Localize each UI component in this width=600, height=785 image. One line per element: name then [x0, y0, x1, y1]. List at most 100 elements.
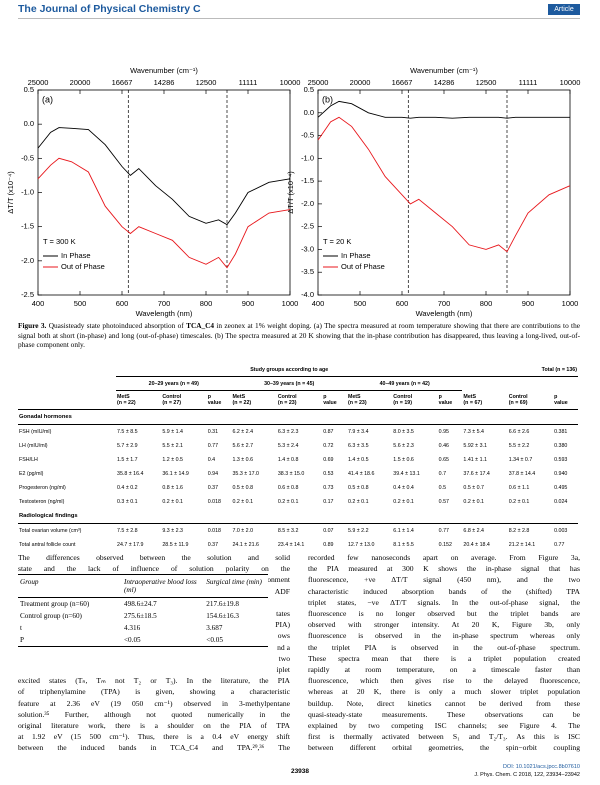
table-cell: 5.3 ± 2.4 [277, 443, 299, 449]
table-cell: FSH/LH [19, 457, 38, 463]
table-cell: 0.7 [438, 471, 447, 477]
footer-ref: DOI: 10.1021/acs.jpcc.8b07610 J. Phys. Ch… [474, 764, 580, 779]
table-cell: 8.2 ± 2.8 [508, 528, 530, 534]
text-line: whereas at 20 K, there is only a much sl… [308, 687, 580, 697]
table-cell: 0.77 [207, 443, 219, 449]
x2-tick-label: 14286 [154, 78, 175, 87]
text-line: solution.³⁵ Further, although not quoted… [18, 709, 290, 719]
table-cell: MetS (n = 22) [116, 391, 161, 410]
table-cell: Progesteron (ng/ml) [19, 485, 66, 491]
table-cell: p value [322, 391, 347, 410]
table-cell: 24.7 ± 17.9 [117, 542, 144, 548]
table-cell: 1.3 ± 0.6 [232, 457, 254, 463]
x2-tick-label: 12500 [196, 78, 217, 87]
text-line: recorded few nanoseconds apart on averag… [308, 553, 580, 562]
text-line: the PIA measured at 300 K shows the in-p… [308, 564, 580, 574]
table-cell: 0.94 [207, 471, 219, 477]
doi[interactable]: DOI: 10.1021/acs.jpcc.8b07610 [502, 764, 580, 770]
column-header: Control [162, 394, 182, 400]
caption: Figure 3. Quasisteady state photoinduced… [18, 321, 580, 350]
column-header: Control [508, 393, 528, 400]
x-axis-title: Wavelength (nm) [136, 309, 193, 318]
data-table: Study groups according to age Total (n = … [18, 363, 578, 552]
table-cell: Treatment group (n=60) [20, 600, 90, 608]
column-header: value [438, 400, 453, 406]
table-cell: 0.8 ± 1.6 [162, 485, 183, 491]
column-header: MetS [232, 394, 246, 400]
caption-text: Quasisteady state photoinduced absorptio… [46, 321, 187, 330]
table-cell: 0.2 ± 0.1 [232, 499, 254, 505]
table-cell: 8.5 ± 3.2 [277, 528, 299, 534]
legend-label: In Phase [341, 251, 371, 260]
table-cell: 0.53 [323, 471, 334, 477]
x-tick-label: 900 [522, 299, 535, 308]
text-line: of triphenylamine (TPA) is given, showin… [18, 687, 290, 697]
table-cell: 0.3 ± 0.1 [117, 499, 138, 505]
y-tick-label: -3.0 [301, 244, 314, 253]
table-cell: 35.3 ± 17.0 [232, 471, 259, 477]
table-cell: 0.2 ± 0.1 [277, 499, 299, 505]
table-cell: 5.9 ± 2.2 [347, 528, 369, 534]
table-cell: p value [553, 391, 578, 410]
table-cell [18, 377, 116, 391]
column-header: value [554, 399, 568, 406]
table-cell: 0.5 ± 0.7 [463, 485, 484, 491]
text-line: explained by two competing ISC channels;… [308, 721, 580, 730]
column-header: (n = 23) [277, 400, 297, 406]
table-row: t 4.316 3.687 [18, 622, 268, 634]
text-line: excited states (Tₙ, Tₘ not T₂ or T₃). In… [18, 676, 290, 686]
y-axis-title: ΔT/T (x10⁻⁴) [286, 171, 295, 214]
text-line: fluorescence, which then gives rise to t… [308, 676, 580, 686]
y-axis-title: ΔT/T (x10⁻⁴) [6, 171, 15, 214]
column-header: (n = 22) [232, 400, 252, 406]
table-cell: 6.3 ± 2.3 [277, 429, 299, 435]
table-cell: 0.07 [323, 528, 334, 534]
column-header: p [438, 394, 442, 400]
text-fragment: PIA) [275, 620, 290, 630]
table: Study groups according to age Total (n = … [18, 363, 578, 552]
x2-tick-label: 10000 [280, 78, 301, 87]
page-number: 23938 [290, 768, 310, 775]
table-cell: Control group (n=60) [20, 612, 82, 620]
text-fragment: nd a [277, 642, 290, 652]
table-cell: 0.4 ± 0.2 [117, 485, 138, 491]
table-cell: 6.1 ± 1.4 [393, 528, 414, 534]
table-cell: 0.152 [438, 542, 452, 548]
table-cell: Control (n = 27) [161, 391, 206, 410]
table-row: Radiological findings [18, 509, 578, 524]
table-cell: 7.0 ± 2.0 [232, 528, 254, 534]
column-header: (n = 22) [117, 400, 136, 406]
table-cell: 0.940 [554, 471, 568, 477]
column-header: (n = 67) [463, 399, 483, 406]
x-tick-label: 1000 [282, 299, 299, 308]
table-cell: 5.5 ± 2.2 [508, 443, 530, 449]
table-cell: 0.380 [554, 443, 568, 449]
table-cell: E2 (pg/ml) [19, 471, 44, 477]
x-tick-label: 500 [354, 299, 367, 308]
table-cell: Testosteron (ng/ml) [19, 499, 65, 505]
table-cell: 0.17 [323, 499, 334, 505]
x2-tick-label: 14286 [434, 78, 455, 87]
table-cell: 0.77 [438, 528, 449, 534]
y-tick-label: -1.0 [301, 153, 314, 162]
text-fragment: ows [277, 631, 290, 641]
legend-label: In Phase [61, 251, 91, 260]
table-cell: Gonadal hormones [19, 414, 72, 420]
x-tick-label: 600 [396, 299, 409, 308]
journal-title: The Journal of Physical Chemistry C [18, 3, 201, 15]
table-row: LH (mIU/ml) 5.7 ± 2.9 5.5 ± 2.1 0.77 5.6 ± 2… [18, 439, 578, 453]
table-cell: 5.5 ± 2.1 [162, 443, 183, 449]
table-cell [18, 363, 116, 377]
column-header: (n = 69) [508, 399, 528, 406]
y-tick-label: -2.5 [21, 290, 34, 299]
table-cell [18, 391, 116, 410]
table-row: Progesteron (ng/ml) 0.4 ± 0.2 0.8 ± 1.6 0.3… [18, 481, 578, 495]
table-cell: 0.2 ± 0.1 [162, 499, 183, 505]
text-line: fluorescence is no longer observed but t… [308, 609, 580, 618]
text-line: fluorescence, +ve ΔT/T signal (450 nm), … [308, 575, 580, 585]
table-cell: 0.5 [438, 485, 447, 491]
table-cell: 275.6±18.5 [124, 612, 157, 620]
table-cell: 0.2 ± 0.1 [347, 499, 369, 505]
table-cell: 217.6±19.8 [206, 600, 239, 608]
text-line: first is thermally activated between S₁ … [308, 732, 580, 742]
